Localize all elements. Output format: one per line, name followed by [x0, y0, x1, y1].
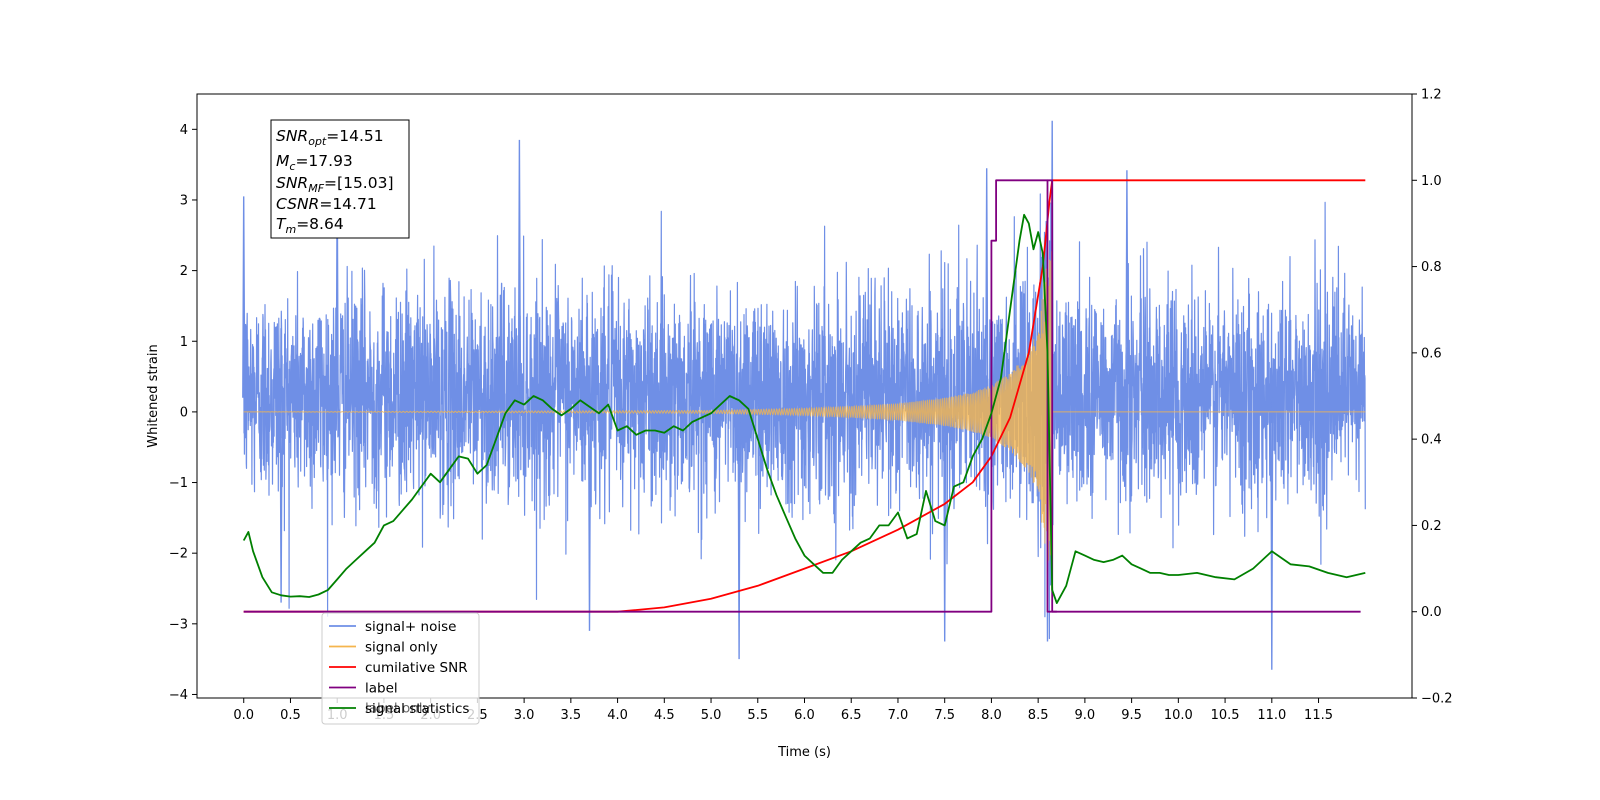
- info-snr-mf-symbol: SNR: [276, 174, 308, 192]
- x-tick-label: 5.0: [701, 708, 722, 723]
- x-tick-label: 11.5: [1304, 708, 1333, 723]
- legend-box: [321, 612, 480, 725]
- info-merger-time-subscript: m: [285, 223, 296, 236]
- y-tick-label: 3: [180, 193, 188, 208]
- info-merger-time: Tm=8.64: [276, 215, 344, 236]
- legend: signal+ noise signal only cumilative SNR la…: [321, 612, 480, 725]
- legend-label: label: [365, 681, 398, 697]
- x-tick-label: 10.5: [1211, 708, 1240, 723]
- info-snr-opt-symbol: SNR: [276, 127, 308, 145]
- y2-tick-label: 1.2: [1421, 88, 1442, 103]
- y-tick-label: 2: [180, 264, 188, 279]
- x-tick-label: 6.5: [841, 708, 862, 723]
- x-tick-label: 6.0: [794, 708, 815, 723]
- info-snr-mf-value: =[15.03]: [324, 174, 393, 192]
- info-chirp-mass-value: =17.93: [295, 152, 352, 170]
- y2-tick-label: 0.4: [1421, 433, 1442, 448]
- x-tick-label: 4.0: [607, 708, 628, 723]
- y-tick-label: −3: [169, 617, 188, 632]
- info-snr-opt: SNRopt=14.51: [276, 127, 384, 148]
- y-tick-label: −4: [169, 688, 188, 703]
- info-merger-time-symbol: T: [276, 215, 287, 233]
- x-tick-label: 9.5: [1121, 708, 1142, 723]
- y2-tick-label: −0.2: [1421, 692, 1453, 707]
- x-tick-label: 3.5: [561, 708, 582, 723]
- y-axis-right: −0.2 0.0 0.2 0.4 0.6 0.8 1.0 1.2: [1412, 88, 1453, 707]
- info-csnr-value: =14.71: [319, 195, 376, 213]
- info-chirp-mass: Mc=17.93: [276, 152, 353, 173]
- info-merger-time-value: =8.64: [296, 215, 344, 233]
- y-axis-left: −4 −3 −2 −1 0 1 2 3 4: [169, 123, 197, 703]
- plot-area: [242, 120, 1366, 670]
- info-csnr: CSNR=14.71: [276, 195, 377, 213]
- x-tick-label: 11.0: [1257, 708, 1286, 723]
- x-axis-label: Time (s): [777, 745, 831, 760]
- y-tick-label: 0: [180, 405, 188, 420]
- y-tick-label: 4: [180, 123, 188, 138]
- x-tick-label: 4.5: [654, 708, 675, 723]
- info-box-border: [270, 119, 410, 239]
- x-tick-label: 3.0: [514, 708, 535, 723]
- info-chirp-mass-subscript: c: [289, 160, 295, 173]
- x-tick-label: 0.5: [280, 708, 301, 723]
- series-signal-only-line: [243, 251, 1366, 564]
- y-tick-label: −2: [169, 547, 188, 562]
- y2-tick-label: 0.0: [1421, 605, 1442, 620]
- x-axis: 0.00.51.01.52.02.53.03.54.04.55.05.56.06…: [233, 698, 1333, 723]
- x-tick-label: 8.5: [1028, 708, 1049, 723]
- x-tick-label: 9.0: [1075, 708, 1096, 723]
- info-chirp-mass-symbol: M: [276, 152, 289, 170]
- info-box: SNRopt=14.51 Mc=17.93 SNRMF=[15.03] CSNR…: [270, 119, 410, 239]
- x-tick-label: 8.0: [981, 708, 1002, 723]
- info-snr-opt-value: =14.51: [326, 127, 383, 145]
- info-snr-opt-subscript: opt: [308, 135, 327, 148]
- info-snr-mf: SNRMF=[15.03]: [276, 174, 394, 195]
- y2-tick-label: 1.0: [1421, 174, 1442, 189]
- x-tick-label: 7.0: [888, 708, 909, 723]
- series-cumilative-snr-line: [243, 179, 1366, 613]
- y2-tick-label: 0.2: [1421, 519, 1442, 534]
- info-snr-mf-subscript: MF: [308, 182, 324, 195]
- legend-label: signal only: [365, 640, 438, 656]
- series-label-only-line: [1047, 179, 1057, 613]
- series-signal-statistics-line: [242, 213, 1366, 604]
- x-tick-label: 0.0: [233, 708, 254, 723]
- y-axis-label: Whitened strain: [146, 344, 161, 447]
- legend-label: signal+ noise: [365, 619, 456, 635]
- y2-tick-label: 0.6: [1421, 346, 1442, 361]
- x-tick-label: 5.5: [747, 708, 768, 723]
- x-tick-label: 10.0: [1164, 708, 1193, 723]
- y2-tick-label: 0.8: [1421, 260, 1442, 275]
- series-label-line: [243, 179, 1361, 613]
- legend-label: cumilative SNR: [365, 660, 468, 676]
- x-tick-label: 7.5: [934, 708, 955, 723]
- series-signal-plus-noise-line: [243, 193, 1366, 640]
- y-tick-label: 1: [180, 335, 188, 350]
- y-tick-label: −1: [169, 476, 188, 491]
- info-csnr-symbol: CSNR: [276, 195, 319, 213]
- legend-label: signal statistics: [365, 701, 469, 717]
- legend-label-hidden: label only: [365, 701, 431, 717]
